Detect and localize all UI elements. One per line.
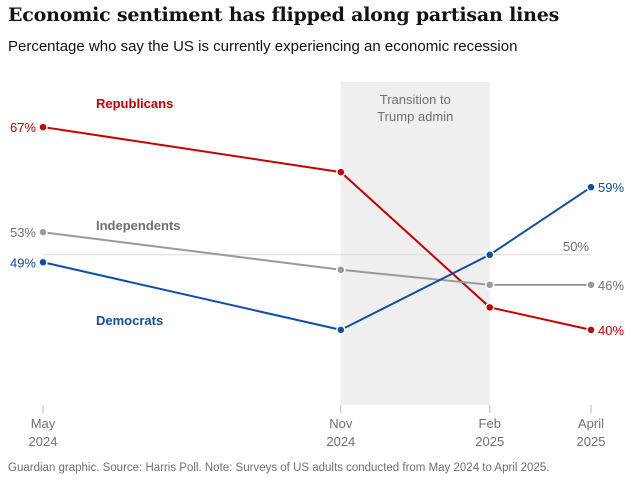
x-tick-label-year: 2024 bbox=[326, 434, 355, 449]
x-tick-label-month: May bbox=[31, 416, 56, 431]
transition-label-line1: Transition to bbox=[380, 92, 451, 107]
x-tick-label-year: 2024 bbox=[29, 434, 58, 449]
independents-series-label: Independents bbox=[96, 218, 181, 233]
independents-point bbox=[586, 280, 596, 290]
democrats-series-label: Democrats bbox=[96, 313, 163, 328]
x-tick-label-month: Nov bbox=[329, 416, 353, 431]
republicans-end-label: 40% bbox=[598, 323, 624, 338]
x-tick-label-year: 2025 bbox=[475, 434, 504, 449]
independents-point bbox=[38, 227, 48, 237]
democrats-point bbox=[38, 257, 48, 268]
x-tick-label-month: Feb bbox=[479, 416, 501, 431]
independents-line bbox=[42, 231, 591, 286]
democrats-point bbox=[586, 182, 596, 192]
independents-point bbox=[336, 265, 346, 275]
republicans-start-label: 67% bbox=[10, 120, 36, 135]
republicans-point bbox=[484, 302, 495, 313]
democrats-point bbox=[336, 325, 346, 335]
x-tick-label-year: 2025 bbox=[577, 434, 606, 449]
chart-subtitle: Percentage who say the US is currently e… bbox=[8, 38, 518, 55]
republicans-series-label: Republicans bbox=[96, 96, 173, 111]
republicans-point bbox=[586, 325, 596, 335]
republicans-point bbox=[38, 122, 48, 132]
reference-line-label: 50% bbox=[563, 239, 589, 254]
transition-shaded-region bbox=[340, 82, 490, 405]
transition-label-line2: Trump admin bbox=[377, 109, 453, 124]
source-note: Guardian graphic. Source: Harris Poll. N… bbox=[8, 462, 550, 474]
democrats-point bbox=[484, 250, 495, 260]
republicans-line bbox=[42, 126, 592, 331]
independents-end-label: 46% bbox=[598, 278, 624, 293]
democrats-end-label: 59% bbox=[598, 180, 624, 195]
independents-point bbox=[484, 280, 495, 290]
x-tick-label-month: April bbox=[578, 416, 604, 431]
independents-start-label: 53% bbox=[10, 225, 36, 240]
democrats-start-label: 49% bbox=[10, 255, 36, 270]
democrats-line bbox=[42, 186, 592, 331]
republicans-point bbox=[336, 167, 346, 177]
chart-title: Economic sentiment has flipped along par… bbox=[8, 4, 560, 26]
